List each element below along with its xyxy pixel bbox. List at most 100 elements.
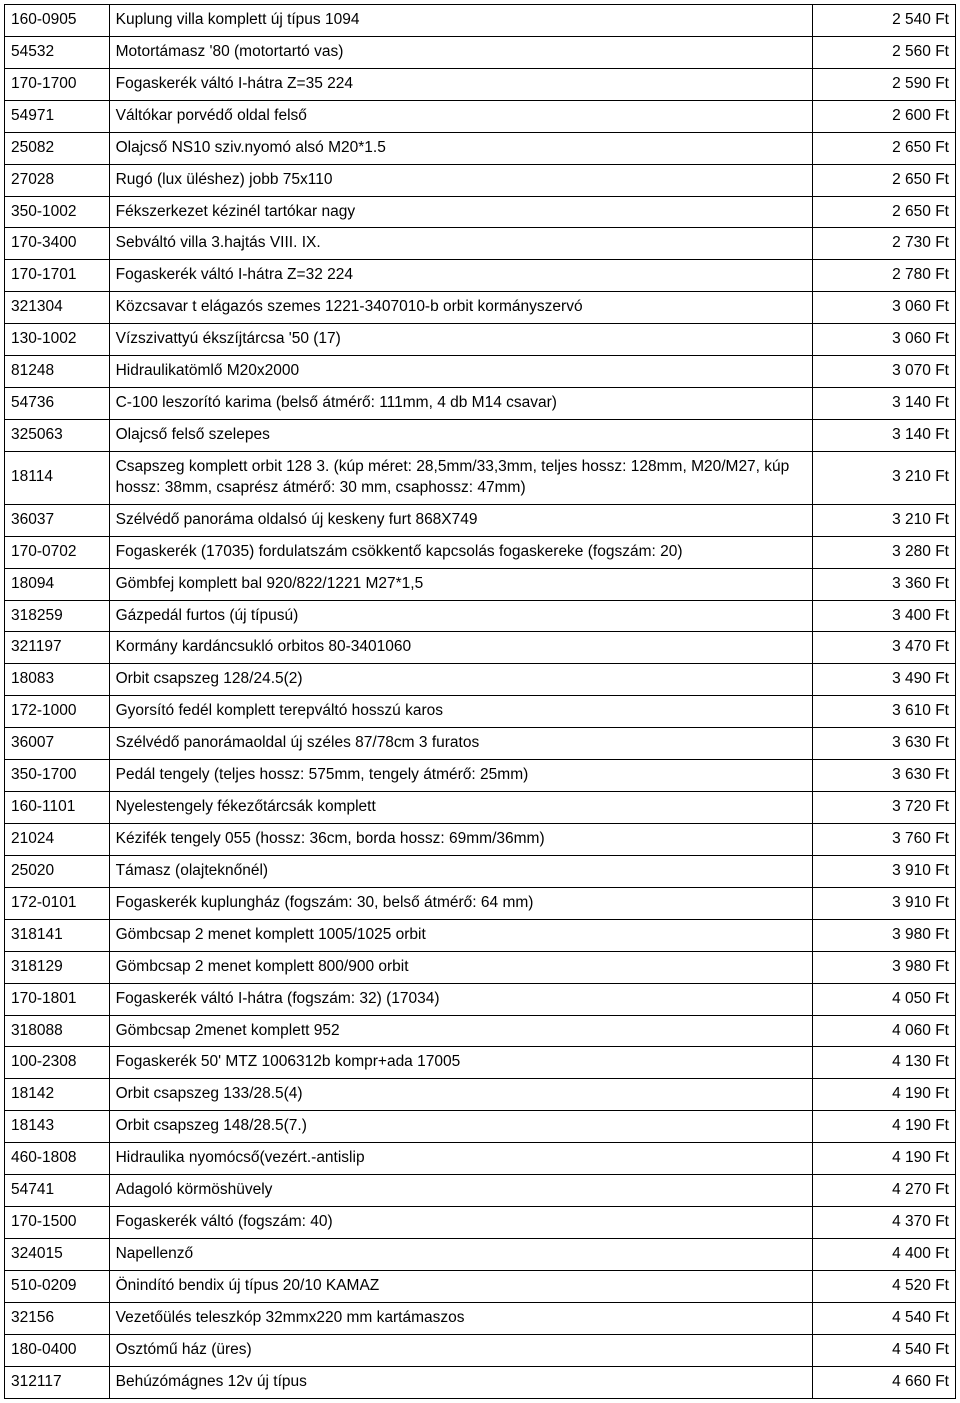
- cell-description: Szélvédő panorámaoldal új széles 87/78cm…: [109, 728, 813, 760]
- cell-description: Közcsavar t elágazós szemes 1221-3407010…: [109, 292, 813, 324]
- cell-description: Osztómű ház (üres): [109, 1334, 813, 1366]
- cell-code: 160-0905: [5, 5, 110, 37]
- cell-price: 2 600 Ft: [813, 100, 956, 132]
- table-row: 350-1700Pedál tengely (teljes hossz: 575…: [5, 760, 956, 792]
- cell-description: Napellenző: [109, 1238, 813, 1270]
- table-row: 170-0702Fogaskerék (17035) fordulatszám …: [5, 536, 956, 568]
- cell-price: 3 910 Ft: [813, 887, 956, 919]
- cell-code: 54971: [5, 100, 110, 132]
- cell-price: 3 610 Ft: [813, 696, 956, 728]
- cell-price: 4 050 Ft: [813, 983, 956, 1015]
- cell-description: Fékszerkezet kézinél tartókar nagy: [109, 196, 813, 228]
- table-row: 460-1808Hidraulika nyomócső(vezért.-anti…: [5, 1143, 956, 1175]
- cell-code: 170-1700: [5, 68, 110, 100]
- cell-code: 170-1801: [5, 983, 110, 1015]
- cell-description: Fogaskerék váltó I-hátra Z=32 224: [109, 260, 813, 292]
- cell-code: 18143: [5, 1111, 110, 1143]
- table-row: 18083Orbit csapszeg 128/24.5(2)3 490 Ft: [5, 664, 956, 696]
- cell-price: 4 540 Ft: [813, 1334, 956, 1366]
- cell-price: 2 560 Ft: [813, 36, 956, 68]
- cell-code: 170-0702: [5, 536, 110, 568]
- cell-price: 3 070 Ft: [813, 356, 956, 388]
- cell-description: Orbit csapszeg 128/24.5(2): [109, 664, 813, 696]
- cell-code: 32156: [5, 1302, 110, 1334]
- cell-description: Gömbfej komplett bal 920/822/1221 M27*1,…: [109, 568, 813, 600]
- table-row: 160-1101Nyelestengely fékezőtárcsák komp…: [5, 792, 956, 824]
- cell-description: Orbit csapszeg 133/28.5(4): [109, 1079, 813, 1111]
- cell-description: Hidraulikatömlő M20x2000: [109, 356, 813, 388]
- cell-price: 3 210 Ft: [813, 451, 956, 504]
- table-row: 81248Hidraulikatömlő M20x20003 070 Ft: [5, 356, 956, 388]
- cell-description: Gömbcsap 2menet komplett 952: [109, 1015, 813, 1047]
- cell-price: 3 630 Ft: [813, 760, 956, 792]
- table-row: 170-1500Fogaskerék váltó (fogszám: 40)4 …: [5, 1207, 956, 1239]
- cell-price: 4 190 Ft: [813, 1079, 956, 1111]
- cell-code: 350-1002: [5, 196, 110, 228]
- cell-price: 2 780 Ft: [813, 260, 956, 292]
- table-row: 54532Motortámasz '80 (motortartó vas)2 5…: [5, 36, 956, 68]
- cell-code: 324015: [5, 1238, 110, 1270]
- cell-description: Hidraulika nyomócső(vezért.-antislip: [109, 1143, 813, 1175]
- table-row: 18094Gömbfej komplett bal 920/822/1221 M…: [5, 568, 956, 600]
- cell-code: 170-3400: [5, 228, 110, 260]
- table-row: 54741Adagoló körmöshüvely4 270 Ft: [5, 1175, 956, 1207]
- cell-code: 510-0209: [5, 1270, 110, 1302]
- table-row: 170-1700Fogaskerék váltó I-hátra Z=35 22…: [5, 68, 956, 100]
- table-row: 18114Csapszeg komplett orbit 128 3. (kúp…: [5, 451, 956, 504]
- cell-description: Gömbcsap 2 menet komplett 800/900 orbit: [109, 951, 813, 983]
- cell-code: 170-1701: [5, 260, 110, 292]
- table-row: 318141Gömbcsap 2 menet komplett 1005/102…: [5, 919, 956, 951]
- table-row: 100-2308Fogaskerék 50' MTZ 1006312b komp…: [5, 1047, 956, 1079]
- cell-code: 172-0101: [5, 887, 110, 919]
- cell-price: 3 060 Ft: [813, 324, 956, 356]
- table-row: 25082Olajcső NS10 sziv.nyomó alsó M20*1.…: [5, 132, 956, 164]
- cell-description: Fogaskerék váltó I-hátra (fogszám: 32) (…: [109, 983, 813, 1015]
- cell-price: 2 650 Ft: [813, 164, 956, 196]
- cell-price: 3 280 Ft: [813, 536, 956, 568]
- cell-price: 4 540 Ft: [813, 1302, 956, 1334]
- cell-code: 321304: [5, 292, 110, 324]
- cell-code: 81248: [5, 356, 110, 388]
- table-row: 32156Vezetőülés teleszkóp 32mmx220 mm ka…: [5, 1302, 956, 1334]
- table-row: 318259Gázpedál furtos (új típusú)3 400 F…: [5, 600, 956, 632]
- cell-price: 4 400 Ft: [813, 1238, 956, 1270]
- cell-code: 325063: [5, 419, 110, 451]
- cell-description: Csapszeg komplett orbit 128 3. (kúp mére…: [109, 451, 813, 504]
- cell-description: Motortámasz '80 (motortartó vas): [109, 36, 813, 68]
- cell-code: 318259: [5, 600, 110, 632]
- cell-code: 54532: [5, 36, 110, 68]
- cell-description: Orbit csapszeg 148/28.5(7.): [109, 1111, 813, 1143]
- cell-description: Olajcső NS10 sziv.nyomó alsó M20*1.5: [109, 132, 813, 164]
- cell-code: 318141: [5, 919, 110, 951]
- table-row: 21024Kézifék tengely 055 (hossz: 36cm, b…: [5, 823, 956, 855]
- cell-description: Adagoló körmöshüvely: [109, 1175, 813, 1207]
- parts-table: 160-0905Kuplung villa komplett új típus …: [4, 4, 956, 1399]
- cell-description: Fogaskerék váltó I-hátra Z=35 224: [109, 68, 813, 100]
- cell-price: 3 360 Ft: [813, 568, 956, 600]
- cell-price: 3 140 Ft: [813, 388, 956, 420]
- table-row: 172-0101Fogaskerék kuplungház (fogszám: …: [5, 887, 956, 919]
- cell-description: Váltókar porvédő oldal felső: [109, 100, 813, 132]
- table-row: 321197Kormány kardáncsukló orbitos 80-34…: [5, 632, 956, 664]
- table-row: 172-1000Gyorsító fedél komplett terepvál…: [5, 696, 956, 728]
- cell-code: 180-0400: [5, 1334, 110, 1366]
- cell-code: 54741: [5, 1175, 110, 1207]
- cell-code: 100-2308: [5, 1047, 110, 1079]
- cell-description: Nyelestengely fékezőtárcsák komplett: [109, 792, 813, 824]
- table-row: 350-1002Fékszerkezet kézinél tartókar na…: [5, 196, 956, 228]
- cell-description: Kézifék tengely 055 (hossz: 36cm, borda …: [109, 823, 813, 855]
- cell-price: 4 520 Ft: [813, 1270, 956, 1302]
- table-row: 36037Szélvédő panoráma oldalsó új kesken…: [5, 504, 956, 536]
- cell-code: 460-1808: [5, 1143, 110, 1175]
- table-row: 170-1701Fogaskerék váltó I-hátra Z=32 22…: [5, 260, 956, 292]
- cell-price: 3 060 Ft: [813, 292, 956, 324]
- cell-description: Fogaskerék váltó (fogszám: 40): [109, 1207, 813, 1239]
- table-row: 25020Támasz (olajteknőnél)3 910 Ft: [5, 855, 956, 887]
- table-row: 325063Olajcső felső szelepes3 140 Ft: [5, 419, 956, 451]
- cell-code: 318129: [5, 951, 110, 983]
- cell-code: 18142: [5, 1079, 110, 1111]
- cell-description: Sebváltó villa 3.hajtás VIII. IX.: [109, 228, 813, 260]
- table-row: 180-0400Osztómű ház (üres)4 540 Ft: [5, 1334, 956, 1366]
- cell-code: 27028: [5, 164, 110, 196]
- cell-description: Önindító bendix új típus 20/10 KAMAZ: [109, 1270, 813, 1302]
